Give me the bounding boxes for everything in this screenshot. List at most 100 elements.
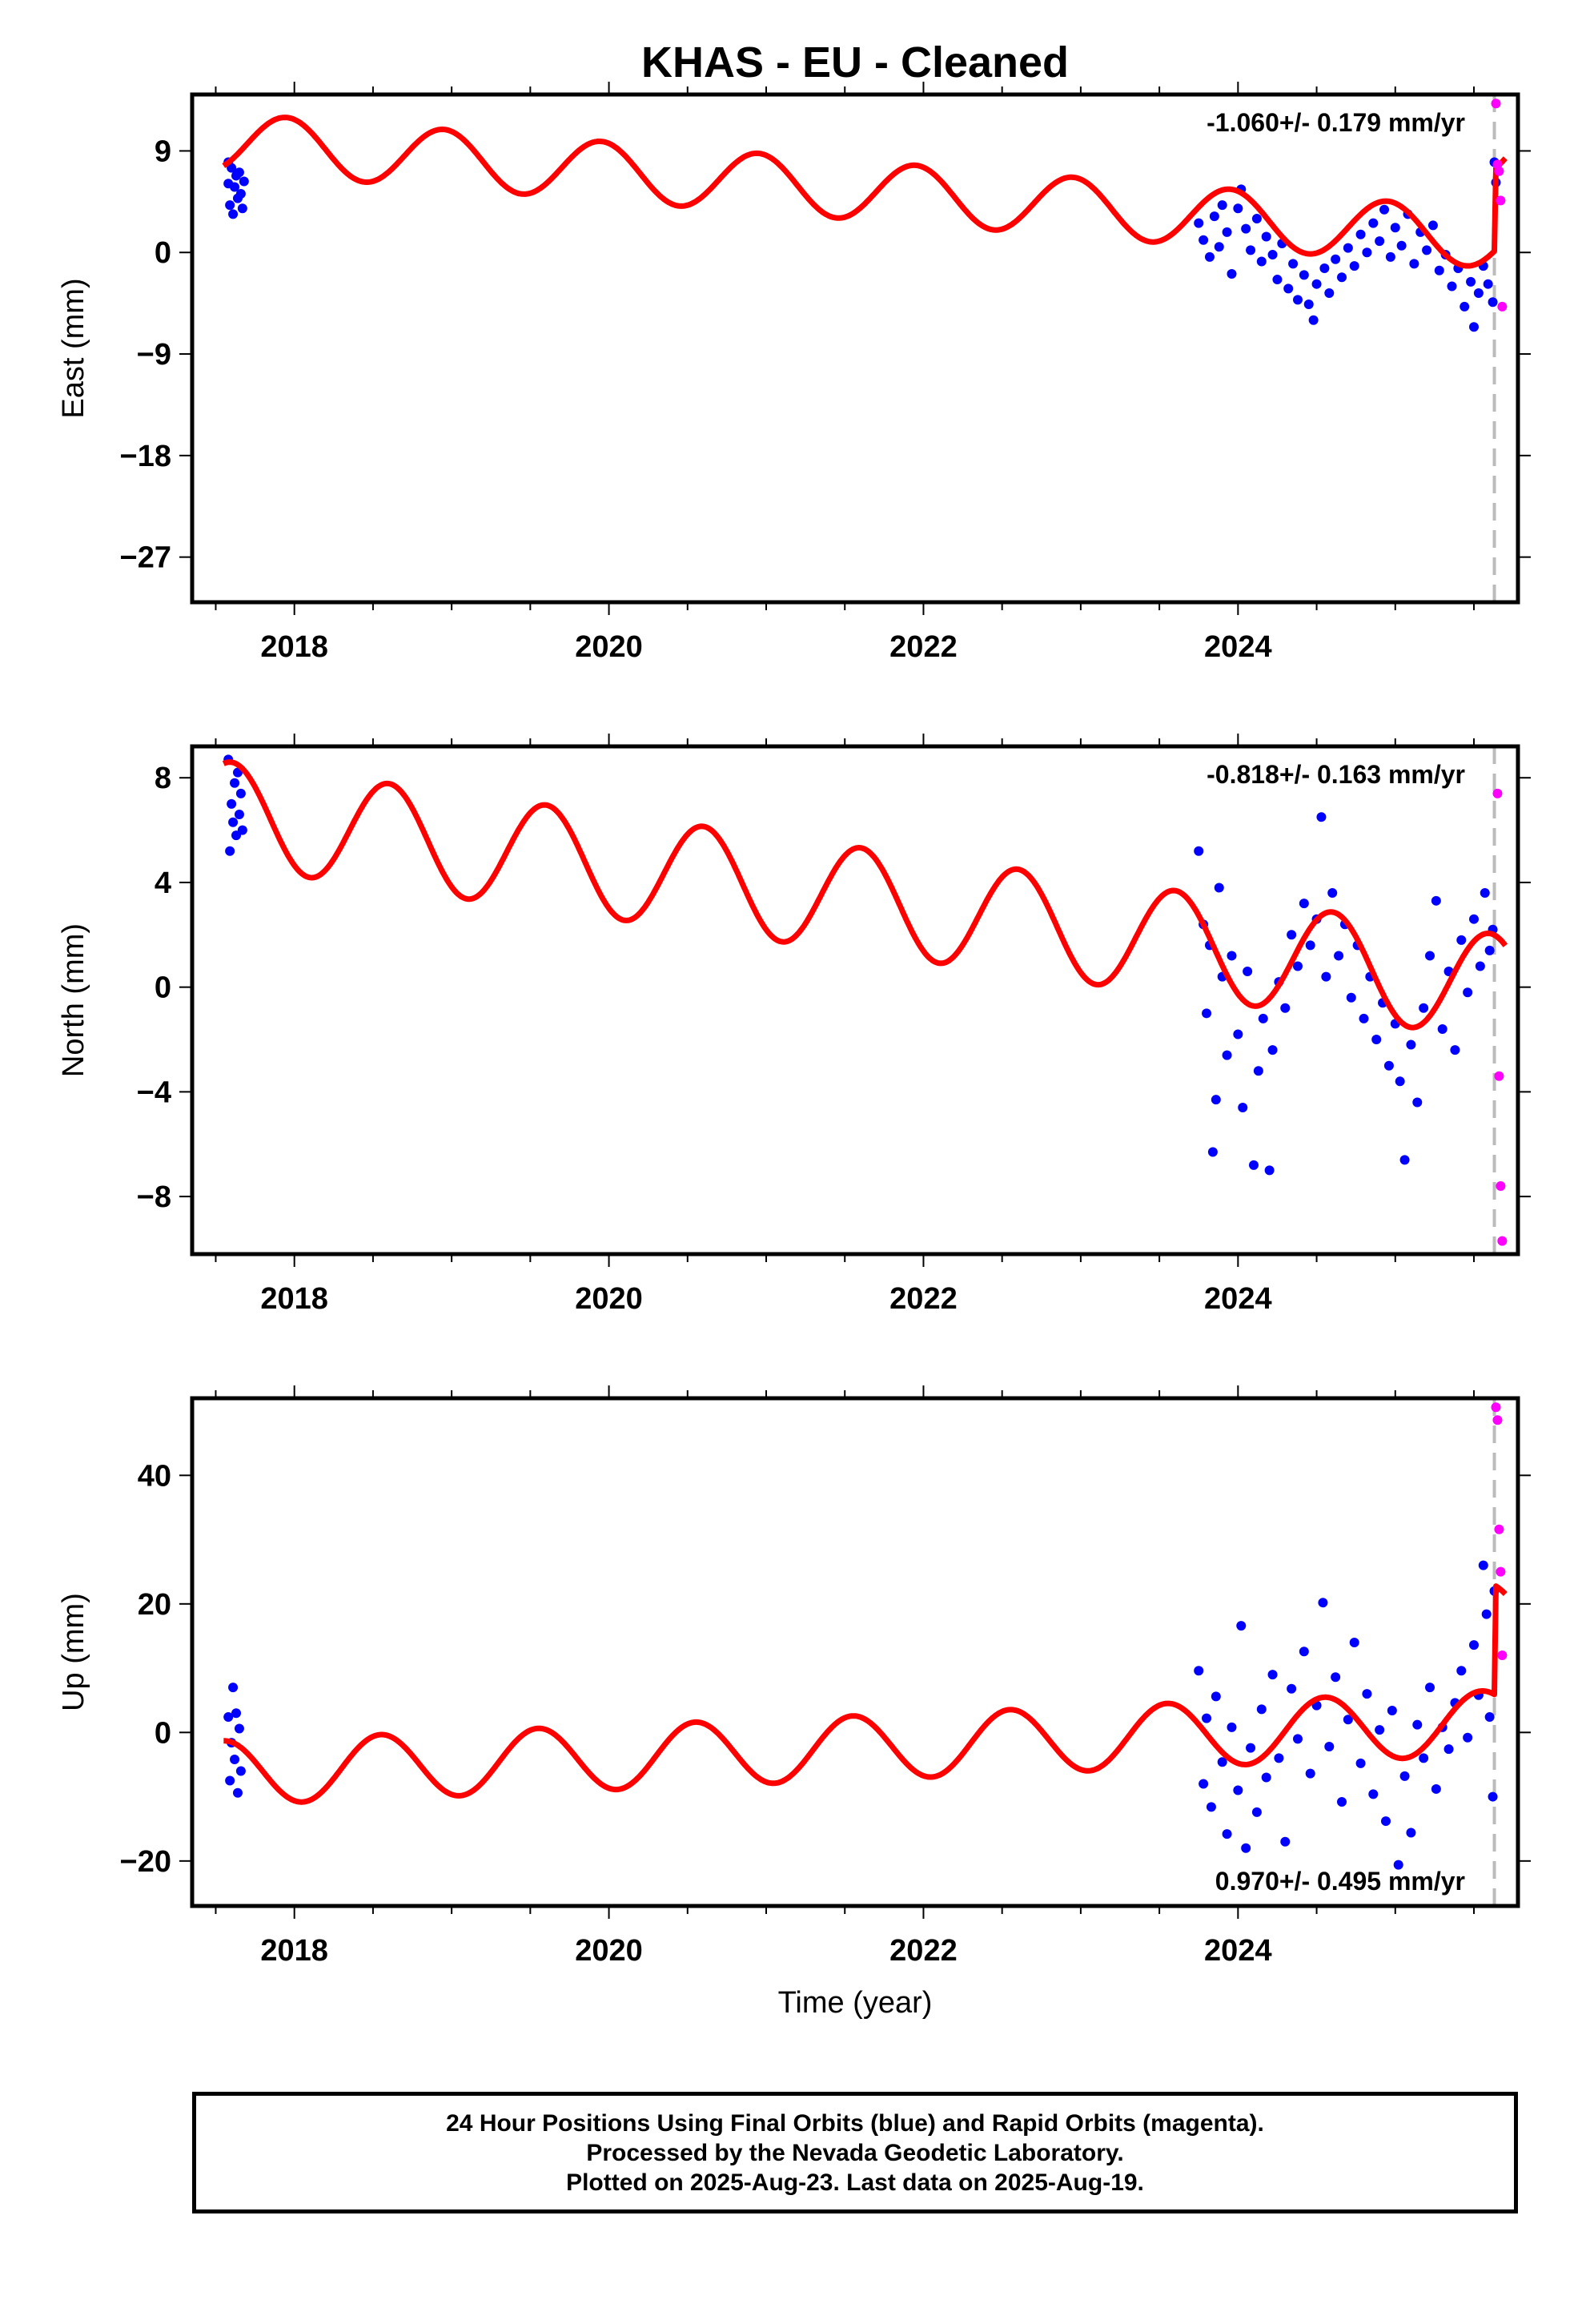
final-point [1443, 1744, 1454, 1755]
final-point [1267, 1045, 1278, 1055]
final-point [1488, 1791, 1498, 1802]
final-point [1331, 254, 1341, 264]
y-tick-label: 40 [138, 1459, 171, 1493]
final-point [234, 809, 244, 819]
final-point [228, 1683, 239, 1693]
final-point [1194, 218, 1204, 228]
panel-1: 2018 2020 2022 2024 9 0 −9 −18 −27 East (mm) -1.06… [57, 82, 1531, 664]
final-point [1280, 1003, 1291, 1013]
final-point [227, 163, 237, 173]
final-point [1427, 220, 1438, 231]
final-point [1371, 1035, 1382, 1045]
plot-area [222, 746, 1508, 1254]
y-tick-label: 8 [155, 762, 171, 795]
velocity-label: -0.818+/- 0.163 mm/yr [1207, 760, 1465, 789]
x-tick-label: 2018 [260, 1934, 328, 1968]
x-tick-label: 2022 [889, 630, 958, 664]
rapid-point [1494, 1524, 1504, 1534]
final-point [1217, 1757, 1227, 1767]
final-point [1280, 1836, 1291, 1847]
final-point [1450, 1045, 1460, 1055]
final-point [228, 817, 239, 827]
final-point [225, 846, 235, 856]
final-point [230, 182, 240, 192]
final-point [230, 778, 240, 788]
final-point [1349, 261, 1359, 271]
final-point [1288, 259, 1299, 269]
model-fit-line [222, 759, 1508, 1031]
final-point [1368, 1789, 1379, 1799]
final-point [1233, 1785, 1243, 1795]
final-point [1412, 1097, 1423, 1108]
x-tick-label: 2022 [889, 1934, 958, 1968]
final-point [1209, 211, 1219, 222]
final-point [1308, 315, 1319, 325]
rapid-point [1497, 301, 1508, 312]
final-point [234, 167, 244, 178]
final-point [1447, 281, 1457, 292]
final-point [1409, 259, 1419, 269]
y-tick-label: −18 [120, 440, 171, 473]
final-point [1305, 1768, 1315, 1779]
final-point [1431, 1783, 1441, 1794]
final-point [1236, 1621, 1247, 1631]
final-point [1481, 1609, 1492, 1619]
final-point [1349, 1637, 1359, 1647]
final-point [1484, 945, 1495, 955]
y-tick-label: 0 [155, 971, 171, 1005]
rapid-point [1497, 1651, 1508, 1661]
final-point [1327, 888, 1338, 899]
final-point [1233, 203, 1243, 214]
x-tick-label: 2024 [1204, 1282, 1272, 1316]
footer-caption-box: 24 Hour Positions Using Final Orbits (bl… [192, 2092, 1518, 2213]
final-point [1362, 247, 1372, 258]
final-point [1206, 1802, 1216, 1812]
final-point [1222, 1829, 1232, 1839]
final-point [1463, 1732, 1473, 1743]
final-point [1204, 251, 1215, 262]
final-point [1343, 243, 1353, 253]
final-point [1468, 322, 1479, 332]
final-point [1419, 1753, 1429, 1763]
final-point [1431, 895, 1441, 906]
final-point [1227, 1722, 1237, 1732]
axes-frame [190, 744, 1520, 1256]
final-point [1318, 1598, 1328, 1608]
panel-3: 2018 2020 2022 2024 40 20 0 −20 Up (mm) 0.970+/- … [57, 1385, 1531, 1968]
final-point [1355, 229, 1366, 239]
final-point [1258, 1013, 1268, 1023]
final-point [1292, 295, 1303, 305]
final-point [1475, 961, 1485, 971]
rapid-point [1494, 1071, 1504, 1081]
y-tick-label: −8 [137, 1180, 171, 1214]
final-point [1311, 279, 1322, 289]
final-point [1274, 1753, 1284, 1763]
final-point [1199, 1779, 1209, 1789]
final-point [1292, 961, 1303, 971]
velocity-label: 0.970+/- 0.495 mm/yr [1215, 1867, 1465, 1896]
final-point [231, 1708, 242, 1719]
final-point [1379, 204, 1390, 215]
final-point [1251, 213, 1262, 223]
final-point [1227, 269, 1237, 279]
plot-area [222, 1398, 1508, 1906]
final-point [1362, 1689, 1372, 1699]
final-point [1243, 967, 1253, 977]
final-point [1484, 1712, 1495, 1723]
rapid-point [1491, 1402, 1501, 1413]
final-point [235, 788, 246, 798]
final-point [1316, 812, 1327, 822]
final-point [1468, 914, 1479, 924]
final-point [1194, 1666, 1204, 1676]
y-tick-label: −20 [120, 1845, 171, 1879]
final-point [1319, 263, 1330, 273]
final-point [237, 203, 247, 214]
final-point [1343, 1715, 1353, 1725]
final-point [1214, 242, 1224, 252]
final-point [1468, 1640, 1479, 1651]
final-point [228, 209, 239, 219]
velocity-label: -1.060+/- 0.179 mm/yr [1207, 108, 1465, 137]
x-tick-label: 2022 [889, 1282, 958, 1316]
final-point [1199, 235, 1209, 245]
rapid-point [1492, 1415, 1503, 1425]
